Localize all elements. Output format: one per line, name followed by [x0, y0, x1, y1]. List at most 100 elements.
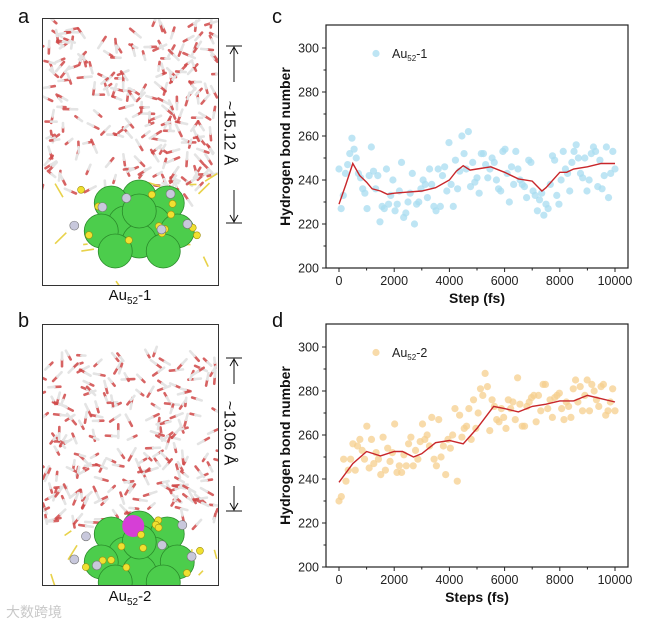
scatter-point	[402, 462, 410, 470]
water-bond-h	[164, 420, 172, 424]
scatter-point	[551, 156, 559, 164]
scatter-point	[407, 433, 415, 441]
scatter-point	[609, 147, 617, 155]
scatter-point	[445, 139, 453, 147]
water-bond-h	[91, 428, 96, 437]
sulfur-atom	[139, 544, 147, 552]
scatter-point	[495, 418, 503, 426]
x-tick-label: 6000	[491, 274, 519, 288]
water-bond-h	[82, 379, 90, 385]
gold-staple-atom	[69, 220, 80, 231]
water-bond-h	[74, 491, 80, 501]
scatter-point	[576, 383, 584, 391]
sulfur-atom	[137, 530, 145, 539]
water-bond-h	[186, 91, 191, 101]
ligand-bond	[54, 232, 67, 245]
water-bond-h	[155, 144, 163, 151]
scatter-point	[572, 141, 580, 149]
scatter-point	[404, 198, 412, 206]
scatter-point	[389, 176, 397, 184]
scatter-point	[596, 156, 604, 164]
water-bond-h	[212, 516, 216, 524]
scatter-point	[474, 409, 482, 417]
scatter-point	[473, 174, 481, 182]
gold-staple-atom	[156, 224, 167, 235]
gold-atom-sphere	[145, 564, 181, 585]
scatter-point	[511, 416, 519, 424]
water-bond-h	[178, 478, 186, 484]
scatter-point	[360, 455, 369, 463]
scatter-point	[397, 158, 406, 166]
water-bond-h	[94, 400, 99, 409]
water-bond-h	[100, 465, 108, 470]
water-bond-h	[88, 389, 97, 395]
dopant-atom	[122, 515, 145, 537]
caption-suffix: -1	[138, 287, 152, 304]
sulfur-atom	[167, 210, 175, 219]
ligand-bond	[197, 182, 211, 195]
water-bond-h	[43, 159, 51, 167]
water-bond-h	[184, 412, 189, 422]
scatter-point	[358, 446, 366, 454]
legend-label: Au52-1	[392, 47, 427, 63]
water-bond-h	[84, 524, 95, 529]
y-tick-label: 200	[298, 561, 319, 575]
water-bond-h	[204, 452, 209, 459]
water-bond-h	[109, 394, 114, 403]
water-bond-h	[124, 117, 131, 125]
water-bond-h	[56, 32, 64, 39]
scatter-point	[384, 444, 392, 452]
water-bond-h	[186, 496, 195, 504]
y-tick-label: 300	[298, 42, 319, 56]
water-bond-h	[67, 366, 75, 374]
caption-au52-2: Au52-2	[40, 588, 220, 608]
scatter-point	[505, 198, 513, 206]
water-bond-h	[133, 155, 141, 163]
water-bond-h	[148, 133, 157, 140]
water-bond-h	[190, 176, 199, 183]
smoothed-line	[338, 161, 615, 205]
ligand-bond	[148, 181, 161, 188]
scatter-point	[490, 158, 498, 166]
water-bond-h	[103, 497, 109, 503]
water-bond-h	[57, 79, 65, 83]
water-bond-h	[65, 28, 74, 32]
scatter-point	[602, 143, 610, 151]
water-bond-h	[84, 410, 89, 419]
water-bond-h	[152, 452, 160, 458]
scatter-point	[535, 196, 544, 204]
water-bond-h	[179, 387, 188, 392]
water-bond-h	[92, 144, 99, 154]
water-bond-h	[174, 426, 182, 435]
scatter-point	[492, 176, 501, 184]
scatter-point	[500, 413, 508, 421]
x-tick-label: 8000	[546, 573, 574, 587]
scatter-point	[425, 442, 434, 450]
water-bond-h	[114, 44, 119, 54]
water-bond-h	[83, 75, 93, 79]
water-bond-h	[173, 165, 180, 175]
water-bond-h	[159, 451, 167, 459]
scatter-point	[513, 374, 522, 382]
molecule-render	[43, 345, 218, 585]
dimension-arrow-a	[226, 45, 242, 224]
y-tick-label: 260	[298, 130, 319, 144]
scatter-point	[482, 161, 490, 169]
water-bond-h	[67, 137, 74, 143]
caption-base: Au	[108, 287, 127, 304]
gold-staple-atom	[92, 560, 102, 571]
water-bond-h	[196, 439, 205, 446]
scatter-point	[432, 462, 441, 470]
water-bond-h	[80, 492, 84, 500]
water-bond-h	[193, 377, 203, 381]
caption-base: Au	[108, 588, 127, 605]
y-tick-label: 220	[298, 517, 319, 531]
water-bond-h	[164, 442, 169, 450]
sulfur-atom	[154, 523, 163, 532]
scatter-point	[533, 207, 541, 215]
water-bond-h	[78, 453, 87, 458]
scatter-point	[404, 440, 413, 448]
watermark: 大数跨境	[6, 604, 62, 620]
water-bond-h	[187, 487, 197, 494]
water-bond-h	[105, 87, 110, 97]
